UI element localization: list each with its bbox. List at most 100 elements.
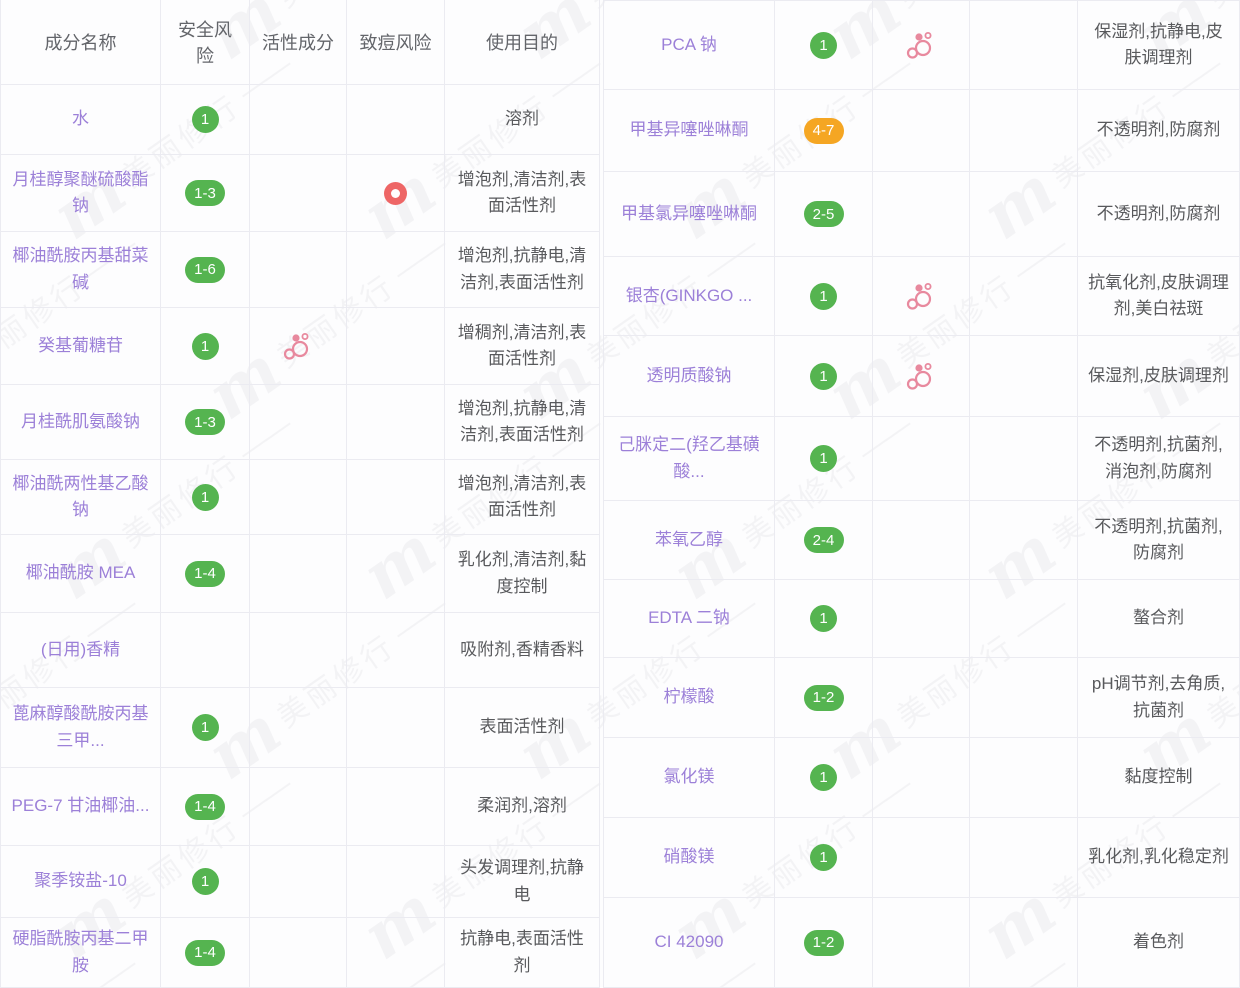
safety-risk-cell: 2-4	[775, 501, 873, 580]
ingredient-name-link[interactable]: 月桂醇聚醚硫酸酯钠	[0, 155, 161, 232]
safety-risk-cell: 1-4	[161, 918, 250, 988]
safety-risk-badge: 1	[810, 445, 837, 472]
active-ingredient-cell	[873, 257, 970, 336]
usage-purpose: 头发调理剂,抗静电	[445, 846, 600, 918]
active-ingredient-cell	[250, 688, 347, 768]
ingredient-name-link[interactable]: 甲基氯异噻唑啉酮	[603, 172, 775, 257]
table-row: 椰油酰胺丙基甜菜碱 1-6 增泡剂,抗静电,清洁剂,表面活性剂	[0, 232, 600, 308]
safety-risk-cell: 1	[775, 738, 873, 818]
table-row: CI 42090 1-2 着色剂	[603, 898, 1240, 988]
table-row: 硬脂酰胺丙基二甲胺 1-4 抗静电,表面活性剂	[0, 918, 600, 988]
acne-risk-cell	[347, 460, 445, 535]
active-ingredient-cell	[250, 155, 347, 232]
active-ingredient-cell	[250, 846, 347, 918]
usage-purpose: 增稠剂,清洁剂,表面活性剂	[445, 308, 600, 385]
ingredient-name-link[interactable]: CI 42090	[603, 898, 775, 988]
ingredient-name-link[interactable]: 椰油酰两性基乙酸钠	[0, 460, 161, 535]
ingredient-name-link[interactable]: PEG-7 甘油椰油...	[0, 768, 161, 846]
usage-purpose: 增泡剂,清洁剂,表面活性剂	[445, 460, 600, 535]
ingredient-name-link[interactable]: 椰油酰胺 MEA	[0, 535, 161, 613]
safety-risk-cell: 1-4	[161, 535, 250, 613]
ingredient-name-link[interactable]: 甲基异噻唑啉酮	[603, 90, 775, 172]
active-bubbles-icon	[283, 333, 309, 360]
safety-risk-cell: 2-5	[775, 172, 873, 257]
safety-risk-cell: 1	[161, 846, 250, 918]
column-header: 致痘风险	[347, 0, 445, 85]
acne-risk-cell	[970, 580, 1078, 658]
safety-risk-cell: 1-2	[775, 898, 873, 988]
usage-purpose: 不透明剂,防腐剂	[1078, 90, 1240, 172]
safety-risk-cell: 1	[775, 0, 873, 90]
acne-risk-cell	[347, 846, 445, 918]
active-ingredient-cell	[873, 738, 970, 818]
ingredient-name-link[interactable]: 月桂酰肌氨酸钠	[0, 385, 161, 460]
safety-risk-badge: 1	[191, 714, 219, 741]
ingredient-name-link[interactable]: 硬脂酰胺丙基二甲胺	[0, 918, 161, 988]
active-bubbles-icon	[906, 283, 932, 310]
safety-risk-badge: 1	[810, 764, 837, 791]
acne-risk-cell	[347, 918, 445, 988]
usage-purpose: 不透明剂,防腐剂	[1078, 172, 1240, 257]
table-row: 蓖麻醇酸酰胺丙基三甲... 1 表面活性剂	[0, 688, 600, 768]
active-ingredient-cell	[250, 85, 347, 155]
table-row: 癸基葡糖苷 1 增稠剂,清洁剂,表面活性剂	[0, 308, 600, 385]
active-ingredient-cell	[873, 898, 970, 988]
active-ingredient-cell	[250, 918, 347, 988]
safety-risk-badge: 1	[810, 844, 837, 871]
table-header-row: 成分名称 安全风险 活性成分 致痘风险 使用目的	[0, 0, 600, 85]
ingredient-name-link[interactable]: 硝酸镁	[603, 818, 775, 898]
ingredient-name-link[interactable]: PCA 钠	[603, 0, 775, 90]
usage-purpose: 乳化剂,清洁剂,黏度控制	[445, 535, 600, 613]
table-row: PCA 钠 1 保湿剂,抗静电,皮肤调理剂	[603, 0, 1240, 90]
usage-purpose: 螯合剂	[1078, 580, 1240, 658]
table-row: 氯化镁 1 黏度控制	[603, 738, 1240, 818]
ingredient-name-link[interactable]: 苯氧乙醇	[603, 501, 775, 580]
column-header: 安全风险	[161, 0, 250, 85]
table-row: 月桂醇聚醚硫酸酯钠 1-3 增泡剂,清洁剂,表面活性剂	[0, 155, 600, 232]
ingredient-name-link[interactable]: 癸基葡糖苷	[0, 308, 161, 385]
table-row: 聚季铵盐-10 1 头发调理剂,抗静电	[0, 846, 600, 918]
usage-purpose: 表面活性剂	[445, 688, 600, 768]
active-ingredient-cell	[250, 232, 347, 308]
ingredient-name-link[interactable]: 透明质酸钠	[603, 336, 775, 417]
usage-purpose: 增泡剂,抗静电,清洁剂,表面活性剂	[445, 232, 600, 308]
ingredient-name-link[interactable]: 柠檬酸	[603, 658, 775, 738]
safety-risk-badge: 1-2	[803, 929, 844, 956]
active-ingredient-cell	[873, 0, 970, 90]
usage-purpose: 抗氧化剂,皮肤调理剂,美白祛斑	[1078, 257, 1240, 336]
ingredient-name-link[interactable]: 水	[0, 85, 161, 155]
ingredient-name-link[interactable]: 聚季铵盐-10	[0, 846, 161, 918]
safety-risk-badge: 1	[810, 605, 837, 632]
table-row: 银杏(GINKGO ... 1 抗氧化剂,皮肤调理剂,美白祛斑	[603, 257, 1240, 336]
ingredient-name-link[interactable]: 蓖麻醇酸酰胺丙基三甲...	[0, 688, 161, 768]
active-ingredient-cell	[873, 658, 970, 738]
usage-purpose: 黏度控制	[1078, 738, 1240, 818]
active-ingredient-cell	[873, 90, 970, 172]
usage-purpose: 不透明剂,抗菌剂,防腐剂	[1078, 501, 1240, 580]
safety-risk-cell: 1	[775, 417, 873, 501]
ingredient-name-link[interactable]: 椰油酰胺丙基甜菜碱	[0, 232, 161, 308]
usage-purpose: 乳化剂,乳化稳定剂	[1078, 818, 1240, 898]
safety-risk-badge: 1	[810, 282, 837, 310]
ingredient-table-right: PCA 钠 1 保湿剂,抗静电,皮肤调理剂 甲基异噻唑啉酮 4-7 不透明剂,防腐剂 甲基氯…	[603, 0, 1240, 988]
active-ingredient-cell	[873, 580, 970, 658]
active-ingredient-cell	[250, 385, 347, 460]
safety-risk-cell: 1	[775, 580, 873, 658]
acne-risk-cell	[970, 417, 1078, 501]
ingredient-name-link[interactable]: 氯化镁	[603, 738, 775, 818]
acne-risk-cell	[970, 818, 1078, 898]
active-ingredient-cell	[250, 460, 347, 535]
ingredient-name-link[interactable]: (日用)香精	[0, 613, 161, 688]
usage-purpose: 保湿剂,皮肤调理剂	[1078, 336, 1240, 417]
acne-risk-dot-icon	[384, 181, 407, 205]
table-row: 透明质酸钠 1 保湿剂,皮肤调理剂	[603, 336, 1240, 417]
table-row: 甲基异噻唑啉酮 4-7 不透明剂,防腐剂	[603, 90, 1240, 172]
acne-risk-cell	[970, 90, 1078, 172]
usage-purpose: pH调节剂,去角质,抗菌剂	[1078, 658, 1240, 738]
ingredient-name-link[interactable]: 己脒定二(羟乙基磺酸...	[603, 417, 775, 501]
safety-risk-badge: 1-3	[185, 409, 225, 435]
safety-risk-cell: 1-4	[161, 768, 250, 846]
ingredient-name-link[interactable]: 银杏(GINKGO ...	[603, 257, 775, 336]
ingredient-name-link[interactable]: EDTA 二钠	[603, 580, 775, 658]
